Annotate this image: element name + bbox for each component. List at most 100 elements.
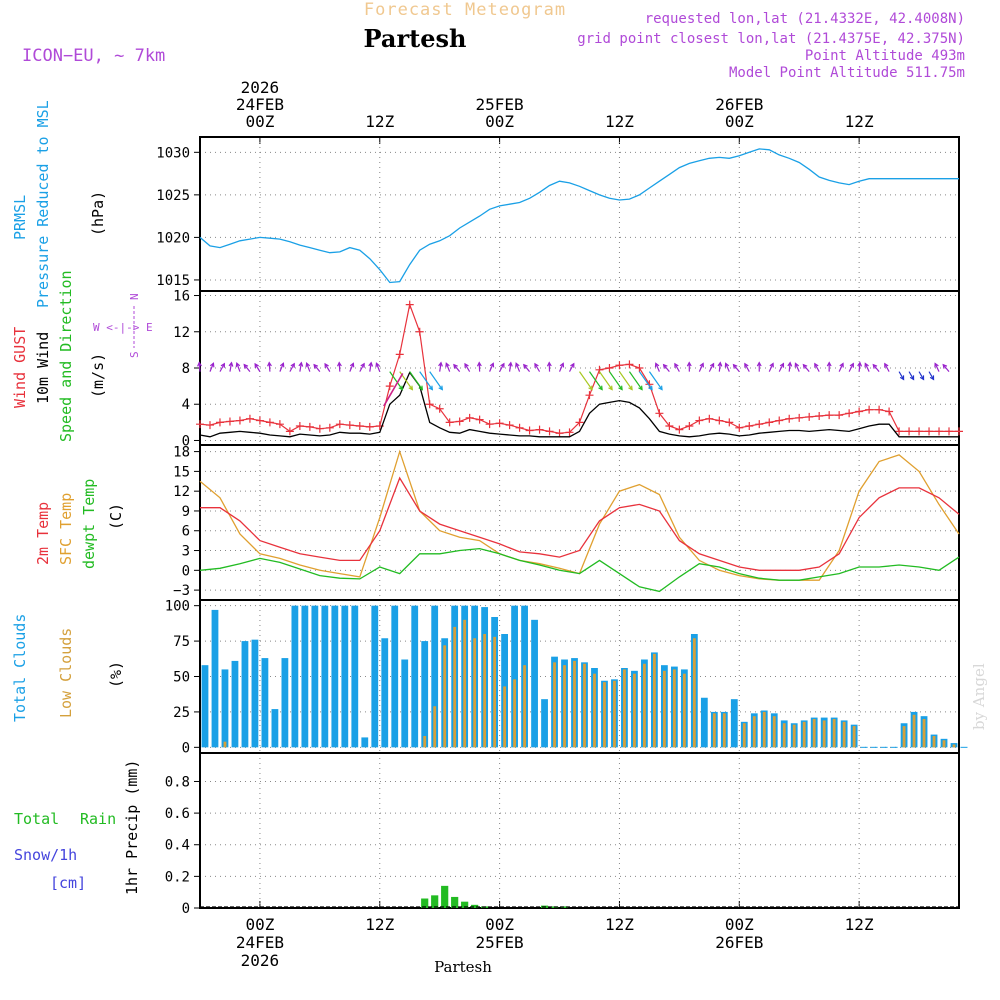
low-cloud-bar [912,714,916,748]
gust-marker [205,421,214,430]
wind-direction-arrow [814,362,820,372]
bottom-axis-label: 2026 [241,951,280,970]
gust-marker [955,427,963,436]
y-tick-label: 4 [182,397,190,413]
rain-bar [560,906,569,908]
gust-marker [345,421,354,430]
compass-n: N [128,293,141,300]
label-wind-gust: Wind GUST [11,327,29,408]
total-cloud-bar [271,709,279,748]
label-celsius: (C) [107,503,125,530]
gust-marker [895,427,904,436]
total-cloud-bar [700,697,708,748]
total-cloud-bar [251,639,259,748]
wind-direction-arrow [662,363,670,373]
y-tick-label: 0.2 [165,869,190,885]
gust-marker [815,412,824,421]
low-cloud-bar [423,736,427,748]
gust-marker [335,420,344,429]
gust-marker [315,424,324,433]
label-2m-temp: 2m Temp [34,502,52,565]
y-tick-label: 0.6 [165,806,190,822]
gust-marker [425,400,434,409]
wind-direction-arrow [368,361,374,372]
wind-direction-arrow [778,362,785,372]
total-cloud-bar [291,605,299,748]
y-tick-label: 0 [182,563,190,579]
gust-marker [365,422,374,431]
wind-direction-arrow [628,371,643,391]
wind-direction-arrow [708,362,715,372]
gust-marker [805,412,814,421]
total-cloud-bar [381,638,389,748]
low-cloud-bar [752,716,756,748]
low-cloud-bar [682,673,686,748]
gust-marker [635,364,644,372]
low-cloud-bar [523,665,526,748]
low-cloud-bar [932,736,936,748]
compass-s: S [128,351,141,358]
low-cloud-bar [852,726,856,748]
wind-direction-arrow [445,362,451,372]
bottom-axis-label: 26FEB [715,933,763,952]
total-cloud-bar [401,659,409,748]
credit: by Angel [970,663,988,730]
bottom-axis-label: 12Z [605,915,634,934]
wind-direction-arrow [336,361,342,372]
wind-direction-arrow [438,361,443,372]
total-cloud-bar [421,641,429,748]
location-title: Partesh [364,24,467,53]
wind-direction-arrow [515,362,521,372]
wind-direction-arrow [324,362,331,372]
gust-marker [765,418,774,427]
total-cloud-bar [531,619,538,748]
gust-marker [325,423,334,432]
gust-marker [925,427,934,436]
gust-marker [235,416,244,425]
panel-frame [199,752,960,909]
wind-direction-arrow [568,362,575,372]
label-ms: (m/s) [89,353,107,398]
gust-marker [265,418,274,427]
total-cloud-bar [221,669,229,748]
gust-marker [705,414,714,423]
top-axis-label: 2026 [241,78,280,97]
wind-direction-arrow [476,361,482,372]
top-axis-label: 24FEB [236,95,284,114]
gust-marker [775,416,784,425]
gust-marker [445,418,454,427]
total-cloud-bar [301,605,309,748]
gust-marker [575,418,584,427]
low-cloud-bar [812,719,816,748]
low-cloud-bar [662,670,666,748]
gust-marker [645,380,654,389]
pressure-line [199,148,959,284]
label-total-clouds: Total Clouds [11,614,29,722]
gust-marker [505,421,514,430]
gust-marker [225,417,234,426]
wind-direction-arrow [507,361,513,372]
wind-direction-arrow [228,361,234,372]
wind-direction-arrow [674,362,680,372]
gust-marker [665,421,674,430]
gust-marker [495,419,504,428]
low-cloud-bar [573,660,576,748]
wind-direction-arrow [534,362,541,372]
wind-panel: 0 4 8 12 16 [173,289,963,449]
bottom-axis-label: 12Z [365,915,394,934]
bottom-axis-label: 00Z [725,915,754,934]
wind-direction-arrow [429,371,444,391]
y-tick-label: 8 [182,361,190,377]
y-tick-label: 1020 [156,230,190,246]
total-cloud-bar [321,605,329,748]
top-axis-label: 00Z [725,112,754,131]
watermark-title: Forecast Meteogram [364,0,566,20]
gust-marker [475,415,484,424]
wind-direction-arrow [724,362,730,372]
wind-direction-arrow [826,361,832,372]
wind-direction-arrow [235,362,241,372]
total-cloud-bar [261,658,269,748]
y-tick-label: 0.8 [165,774,190,790]
gust-marker [745,421,754,430]
gust-marker [525,426,534,435]
